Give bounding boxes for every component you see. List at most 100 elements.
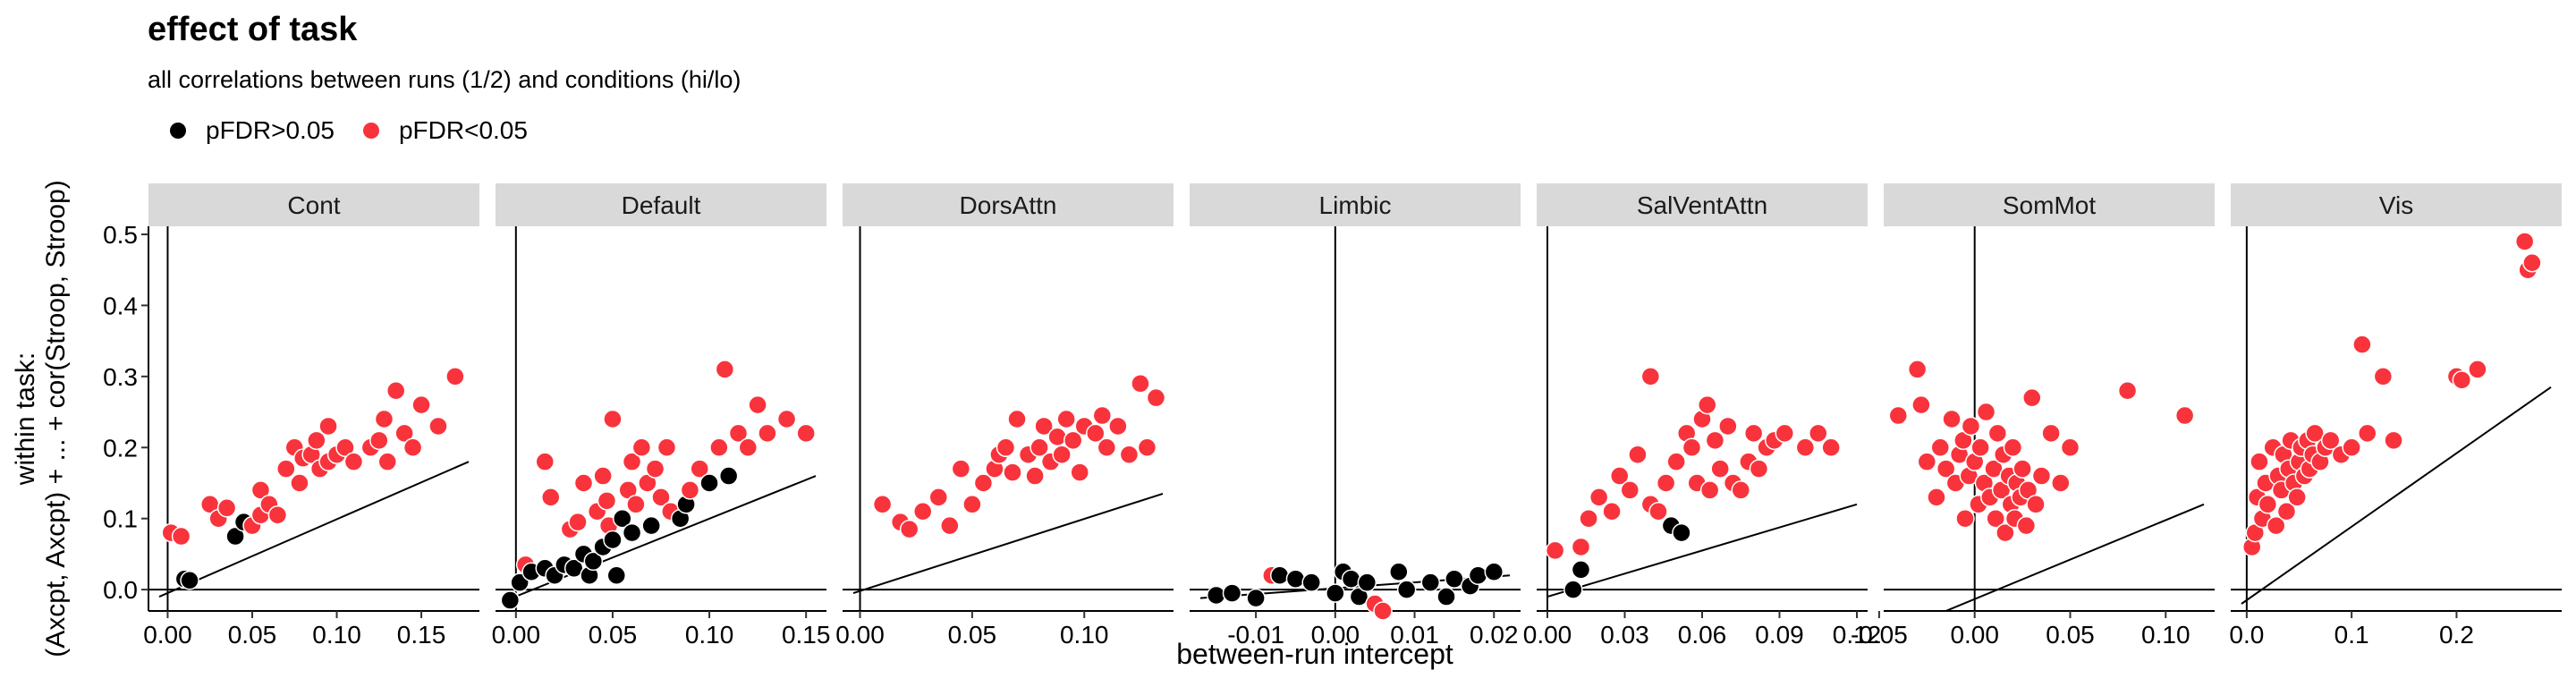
data-point-sig [1699, 480, 1720, 500]
data-point-sig [1119, 445, 1140, 464]
facet-label-cont: Cont [287, 191, 340, 219]
data-point-nonsig [225, 526, 245, 547]
data-point-sig [1775, 423, 1795, 444]
x-tick-label: 0.10 [312, 621, 361, 649]
legend-item-sig: pFDR<0.05 [362, 116, 528, 145]
data-point-sig [1698, 394, 1717, 415]
data-point-sig [369, 430, 389, 451]
data-point-sig [603, 409, 623, 429]
data-point-nonsig [1563, 580, 1583, 599]
data-point-sig [2468, 360, 2487, 379]
facet-label-sommot: SomMot [2003, 191, 2096, 219]
fit-line [2241, 386, 2552, 605]
data-point-sig [1976, 402, 1996, 422]
y-tick-label: 0.4 [103, 292, 138, 319]
data-point-sig [216, 498, 237, 518]
data-point-sig [728, 423, 749, 444]
data-point-nonsig [1246, 588, 1266, 608]
data-point-nonsig [1445, 569, 1464, 589]
data-point-sig [2060, 437, 2080, 458]
data-point-sig [1086, 423, 1106, 444]
x-tick-label: 0.12 [1833, 621, 1882, 649]
data-point-nonsig [583, 551, 604, 572]
data-point-nonsig [1301, 572, 1321, 592]
data-point-sig [2357, 423, 2377, 444]
data-point-sig [796, 423, 816, 444]
data-point-sig [690, 459, 709, 479]
legend-dot-nonsig [170, 123, 186, 139]
data-point-sig [1718, 416, 1738, 437]
x-tick-label: 0.10 [2141, 621, 2190, 649]
data-point-sig [1025, 466, 1045, 486]
x-tick-label: 0.05 [228, 621, 277, 649]
data-point-sig [1007, 409, 1027, 429]
data-point-sig [996, 437, 1016, 458]
data-point-sig [622, 452, 642, 471]
data-point-sig [250, 480, 271, 500]
data-point-sig [2022, 387, 2042, 408]
data-point-sig [1052, 445, 1072, 464]
data-point-sig [962, 495, 982, 514]
data-point-sig [2373, 367, 2394, 386]
x-tick-label: 0.10 [685, 621, 734, 649]
data-point-sig [1589, 488, 1609, 507]
data-point-sig [540, 488, 561, 507]
data-point-sig [1579, 508, 1598, 529]
data-point-sig [1056, 409, 1076, 429]
data-point-nonsig [1285, 569, 1306, 589]
data-point-sig [715, 360, 735, 379]
data-point-nonsig [641, 515, 661, 536]
data-point-nonsig [1571, 560, 1591, 580]
data-point-sig [1070, 462, 1089, 482]
data-point-nonsig [1269, 565, 1290, 585]
x-axis-label: between-run intercept [1176, 638, 1453, 670]
data-point-sig [631, 437, 652, 458]
x-tick-label: 0.00 [492, 621, 541, 649]
fit-line [1943, 503, 2205, 611]
legend-label-nonsig: pFDR>0.05 [206, 116, 335, 144]
data-point-sig [428, 416, 448, 437]
data-point-sig [1648, 502, 1668, 522]
legend: pFDR>0.05 pFDR<0.05 [170, 116, 556, 145]
data-point-sig [1628, 445, 1648, 464]
data-point-sig [335, 437, 355, 458]
data-point-sig [402, 437, 423, 458]
data-point-sig [386, 380, 406, 401]
data-point-sig [1146, 387, 1166, 408]
facet-label-dorsattn: DorsAttn [960, 191, 1057, 219]
x-tick-label: 0.05 [948, 621, 997, 649]
facet-strip-cont [148, 183, 479, 226]
data-point-nonsig [1222, 583, 1242, 603]
data-point-sig [2031, 466, 2052, 486]
data-point-sig [1743, 423, 1764, 444]
data-point-sig [1097, 437, 1117, 458]
data-point-nonsig [1326, 583, 1345, 603]
data-point-sig [2012, 459, 2032, 479]
data-point-sig [1571, 537, 1591, 557]
data-point-nonsig [699, 473, 719, 493]
x-tick-label: 0.00 [143, 621, 192, 649]
data-point-sig [1030, 437, 1049, 458]
facet-strip-default [496, 183, 826, 226]
data-point-sig [1108, 416, 1128, 437]
x-tick-label: 0.0 [2229, 621, 2264, 649]
x-tick-label: 0.10 [1060, 621, 1109, 649]
facet-strip-limbic [1190, 183, 1521, 226]
data-point-sig [1888, 405, 1909, 426]
data-point-sig [1656, 473, 1676, 493]
facet-strip-dorsattn [843, 183, 1174, 226]
y-axis-label-line: (Axcpt, Axcpt) + ... + cor(Stroop, Stroo… [41, 180, 71, 657]
x-tick-label: 0.1 [2334, 621, 2369, 649]
data-point-sig [1137, 437, 1157, 458]
data-point-sig [1047, 427, 1067, 447]
x-tick-label: 0.01 [1390, 621, 1439, 649]
x-tick-label: 0.05 [589, 621, 638, 649]
data-point-sig [1063, 430, 1083, 451]
data-point-nonsig [1396, 580, 1417, 599]
data-point-nonsig [718, 466, 739, 486]
data-point-sig [1034, 416, 1054, 437]
data-point-sig [2041, 423, 2061, 444]
data-point-nonsig [603, 530, 623, 550]
x-tick-label: 0.06 [1678, 621, 1727, 649]
data-point-sig [1930, 437, 1951, 458]
